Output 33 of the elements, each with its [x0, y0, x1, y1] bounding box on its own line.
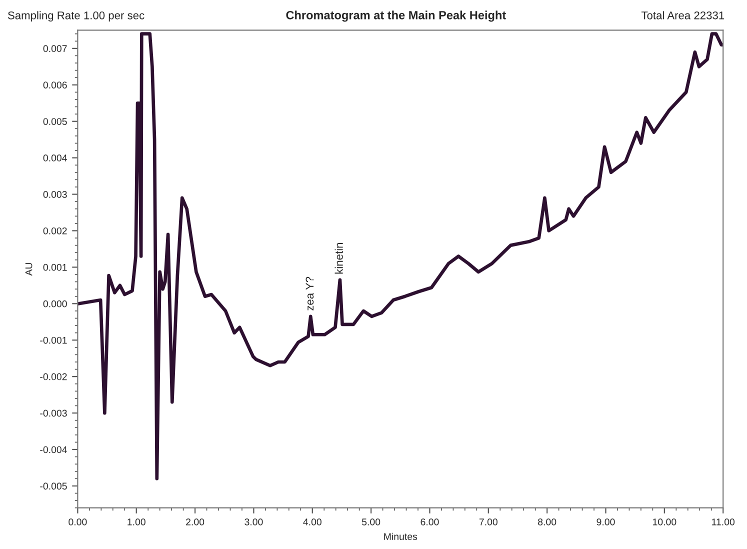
chart-title: Chromatogram at the Main Peak Height — [286, 10, 506, 22]
y-tick-label: 0.003 — [43, 191, 67, 198]
line-series — [78, 32, 724, 480]
x-tick-label: 7.00 — [479, 518, 498, 526]
x-tick-label: 11.00 — [712, 518, 735, 526]
x-tick-label: 5.00 — [362, 518, 380, 526]
annotation: kinetin — [334, 242, 343, 274]
text: Sampling Rate 1.00 per sec — [8, 11, 144, 22]
x-tick-label: 0.00 — [68, 518, 87, 526]
x-tick-label: 6.00 — [420, 518, 439, 526]
x-tick-label: 10.00 — [653, 518, 676, 526]
y-axis-title: AU — [25, 263, 32, 276]
text: Total Area 22331 — [641, 11, 724, 20]
y-tick-label: -0.005 — [40, 482, 67, 490]
y-tick-label: 0.007 — [43, 45, 67, 52]
y-tick-label: -0.003 — [40, 410, 67, 417]
y-tick-label: -0.004 — [40, 446, 67, 454]
annotation: zea Y? — [306, 276, 314, 310]
x-tick-label: 1.00 — [128, 518, 146, 526]
y-tick-label: 0.002 — [43, 227, 67, 234]
y-tick-label: 0.001 — [43, 264, 67, 271]
y-tick-label: -0.002 — [40, 373, 67, 380]
x-tick-label: 4.00 — [303, 518, 322, 526]
x-tick-label: 8.00 — [538, 518, 556, 526]
x-axis-title: Minutes — [384, 532, 418, 540]
x-tick-label: 9.00 — [596, 518, 615, 526]
y-tick-label: 0.006 — [43, 82, 67, 89]
y-tick-label: 0.000 — [43, 300, 67, 308]
x-tick-label: 3.00 — [244, 518, 263, 526]
y-tick-label: 0.005 — [43, 118, 67, 125]
x-tick-label: 2.00 — [186, 518, 204, 526]
y-tick-label: -0.001 — [40, 336, 67, 344]
y-tick-label: 0.004 — [43, 154, 67, 162]
